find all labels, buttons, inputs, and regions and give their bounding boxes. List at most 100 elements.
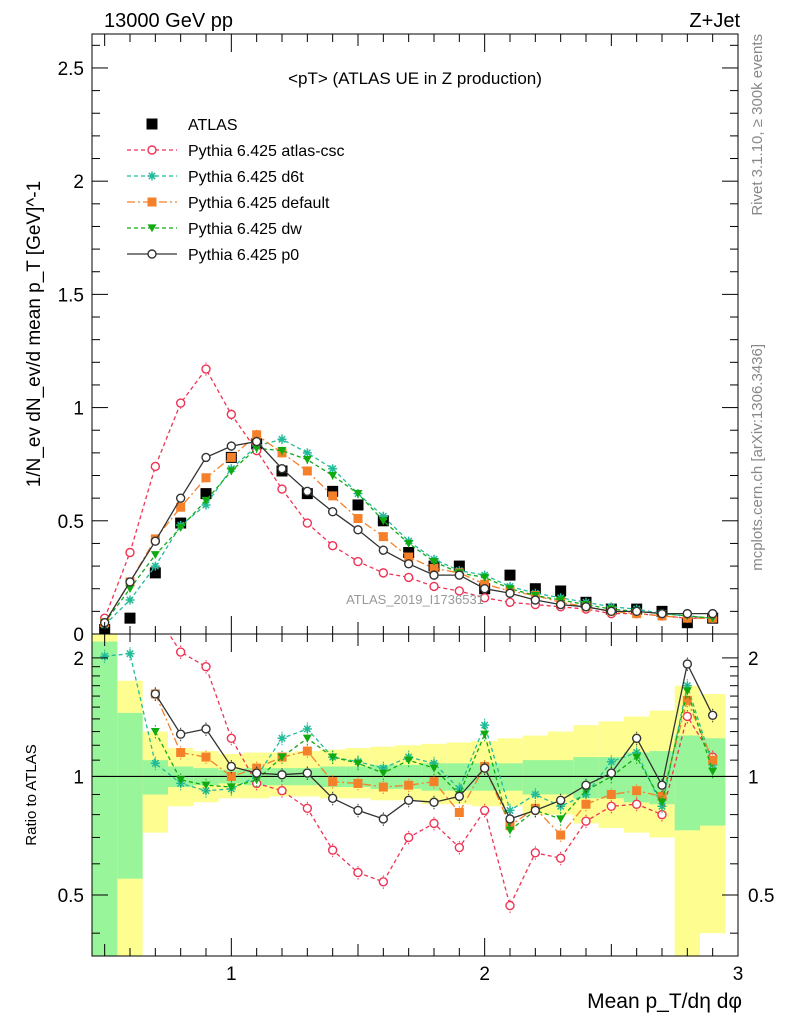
data-point xyxy=(251,768,262,778)
data-point xyxy=(201,452,211,463)
legend-marker xyxy=(147,224,157,233)
data-point xyxy=(606,768,617,778)
y-tick-label: 0 xyxy=(73,625,84,646)
data-point xyxy=(632,748,642,758)
data-point xyxy=(353,805,363,816)
data-point xyxy=(176,502,186,512)
data-point xyxy=(606,606,617,617)
data-point xyxy=(226,783,236,792)
data-point xyxy=(632,786,642,796)
data-point xyxy=(353,759,363,768)
data-point xyxy=(378,568,389,578)
data-point xyxy=(479,593,490,603)
data-point xyxy=(328,464,338,474)
ratio-y-tick-label: 0.5 xyxy=(58,886,84,907)
data-point xyxy=(555,599,566,610)
data-point xyxy=(581,799,591,809)
data-point xyxy=(226,409,237,420)
data-point xyxy=(505,826,515,835)
data-point xyxy=(429,758,439,768)
data-point xyxy=(277,447,287,455)
data-point xyxy=(327,793,338,804)
data-point xyxy=(226,441,237,451)
legend-entry: Pythia 6.425 dw xyxy=(127,221,302,238)
data-point xyxy=(302,486,313,497)
data-point xyxy=(175,398,186,408)
ratio-green-band xyxy=(674,735,700,831)
header-left-label: 13000 GeV pp xyxy=(104,10,233,32)
data-point xyxy=(555,795,566,805)
data-point xyxy=(429,818,439,829)
data-point xyxy=(708,767,718,776)
data-point xyxy=(302,734,312,743)
legend-marker xyxy=(147,249,157,259)
data-point xyxy=(302,456,312,464)
data-point xyxy=(277,786,287,796)
data-point xyxy=(125,595,135,605)
data-point xyxy=(429,797,439,807)
data-point xyxy=(353,867,363,878)
data-point xyxy=(175,647,186,657)
legend-entry: Pythia 6.425 p0 xyxy=(127,247,299,264)
data-point xyxy=(682,695,692,705)
data-point xyxy=(606,801,617,811)
data-point xyxy=(479,584,490,594)
data-point xyxy=(302,518,313,528)
data-point xyxy=(404,780,414,790)
data-point xyxy=(124,612,136,624)
data-point xyxy=(302,746,312,756)
data-point xyxy=(201,724,211,734)
data-point xyxy=(302,803,313,814)
data-point xyxy=(657,780,667,790)
data-point xyxy=(657,608,667,619)
ratio-green-band xyxy=(92,641,118,956)
data-point xyxy=(631,606,642,617)
data-point xyxy=(453,560,465,572)
header-right-label: Z+Jet xyxy=(689,10,740,32)
data-point xyxy=(125,649,135,659)
legend-entry: Pythia 6.425 d6t xyxy=(127,169,304,186)
data-point xyxy=(328,491,338,501)
data-point xyxy=(682,659,693,669)
legend-label: Pythia 6.425 d6t xyxy=(188,169,304,186)
data-point xyxy=(302,466,312,476)
data-point xyxy=(175,493,186,503)
x-tick-label: 3 xyxy=(733,964,744,985)
data-point xyxy=(328,777,338,787)
data-point xyxy=(632,753,642,762)
data-point xyxy=(149,567,161,579)
data-point xyxy=(606,757,616,767)
data-point xyxy=(556,830,566,840)
data-point xyxy=(151,609,159,617)
data-point xyxy=(555,585,567,597)
data-point xyxy=(581,780,591,790)
data-point xyxy=(378,877,389,887)
data-point xyxy=(327,540,338,551)
data-point xyxy=(530,848,541,858)
data-point xyxy=(682,608,693,619)
data-point xyxy=(125,547,135,558)
data-point xyxy=(505,588,515,598)
data-point xyxy=(403,546,415,558)
data-point xyxy=(657,798,667,807)
legend-marker xyxy=(147,171,157,181)
x-axis-label: Mean p_T/dη dφ xyxy=(587,990,742,1013)
data-point xyxy=(429,581,439,592)
data-point xyxy=(252,430,262,440)
data-point xyxy=(302,448,312,458)
data-point xyxy=(150,536,161,546)
data-point xyxy=(226,452,236,462)
data-point xyxy=(708,755,718,765)
series-pythia-6-425-dw xyxy=(150,684,718,838)
data-point xyxy=(378,545,389,555)
data-point xyxy=(201,752,211,762)
data-point xyxy=(125,577,135,587)
data-point xyxy=(201,661,211,672)
ratio-panel-frame xyxy=(91,633,739,957)
data-point xyxy=(581,816,591,826)
data-point xyxy=(505,900,515,911)
data-point xyxy=(328,753,338,762)
data-point xyxy=(682,687,692,696)
ratio-y-tick-label-right: 1 xyxy=(748,767,759,788)
ratio-panel: 0.5 0.5 1 1 2 2 1 2 3 Ratio to ATLAS Mean p_T/dη… xyxy=(23,609,774,1013)
